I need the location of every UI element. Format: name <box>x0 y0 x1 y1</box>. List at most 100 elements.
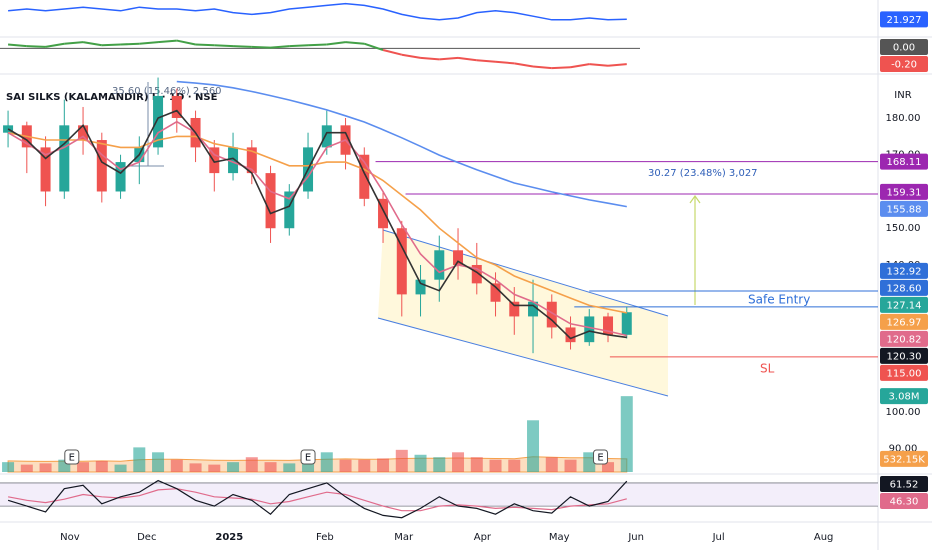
x-tick-label: Mar <box>394 532 414 543</box>
candle-body <box>359 154 370 199</box>
price-tag-label: 132.92 <box>887 266 922 277</box>
earnings-label: E <box>305 453 311 464</box>
price-tag-label: 120.82 <box>887 334 922 345</box>
volume-bar <box>358 459 371 472</box>
volume-bar <box>452 452 465 472</box>
channel-line <box>377 317 669 397</box>
x-tick-label: 2025 <box>215 532 243 543</box>
oscillator-segment <box>139 41 159 45</box>
earnings-marker <box>64 449 80 465</box>
price-tag-label: 0.00 <box>893 43 915 54</box>
price-tag-label: 532.15K <box>883 454 925 465</box>
volume-bar <box>470 457 483 472</box>
oscillator-segment <box>326 41 346 46</box>
volume-bar <box>39 463 52 472</box>
candle-body <box>96 140 107 192</box>
volume-bar <box>414 454 427 472</box>
x-tick-label: Apr <box>474 532 492 543</box>
price-tag <box>880 330 928 347</box>
price-tag-label: 155.88 <box>887 204 922 215</box>
volume-bar <box>133 447 146 472</box>
price-tag <box>880 388 928 405</box>
price-tag <box>880 153 928 170</box>
candle-body <box>153 95 164 148</box>
earnings-label: E <box>69 453 75 464</box>
oscillator-segment <box>251 45 271 49</box>
candle-body <box>453 250 464 265</box>
price-tag-label: 61.52 <box>890 480 919 491</box>
volume-bar <box>320 452 333 472</box>
price-tag <box>880 11 928 28</box>
volume-bar <box>2 462 15 472</box>
volume-bar <box>77 462 90 472</box>
moving-average <box>176 80 627 208</box>
oscillator-segment <box>457 56 477 62</box>
volume-bar <box>545 457 558 472</box>
volume-bar <box>583 452 596 472</box>
x-tick-label: Jun <box>627 532 644 543</box>
channel-fill <box>378 230 668 396</box>
x-tick-label: Dec <box>137 532 156 543</box>
channel-line <box>382 229 669 317</box>
price-tag <box>880 279 928 296</box>
candle-body <box>265 173 276 229</box>
price-tag <box>880 183 928 200</box>
volume-bar <box>189 463 202 472</box>
oscillator-segment <box>439 56 459 61</box>
price-tag <box>880 313 928 330</box>
volume-bar <box>377 458 390 472</box>
oscillator-segment <box>270 45 290 49</box>
volume-bar <box>602 462 615 472</box>
volume-bar <box>564 459 577 472</box>
volume-bar <box>264 462 277 472</box>
volume-bar <box>508 459 521 472</box>
measure-label: 35.60 (15.46%) 2,560 <box>112 86 222 97</box>
candle-body <box>603 316 614 335</box>
oscillator-segment <box>607 63 627 67</box>
price-tag-label: 21.927 <box>887 15 922 26</box>
volume-bar <box>152 452 165 472</box>
oscillator-segment <box>26 45 46 48</box>
candle-body <box>59 125 70 192</box>
price-tag-label: 127.14 <box>887 300 922 311</box>
oscillator-segment <box>570 63 590 69</box>
candle-body <box>284 191 295 229</box>
oscillator-segment <box>420 56 440 61</box>
earnings-label: E <box>597 453 603 464</box>
oscillator-segment <box>514 62 534 68</box>
candle-body <box>321 125 332 148</box>
price-tag-label: 115.00 <box>887 368 922 379</box>
price-tag-label: 128.60 <box>887 283 922 294</box>
oscillator-segment <box>64 41 84 45</box>
moving-average <box>7 120 627 337</box>
candle-body <box>528 301 539 317</box>
price-tag-label: -0.20 <box>891 60 917 71</box>
candle-body <box>115 162 126 192</box>
price-tag-label: 46.30 <box>890 497 919 508</box>
price-tag <box>880 262 928 279</box>
volume-bar <box>620 396 633 472</box>
candle-body <box>40 147 51 192</box>
volume-bar <box>339 459 352 472</box>
price-tag <box>880 56 928 72</box>
rsi-line <box>7 479 628 519</box>
annotation: SL <box>760 362 775 376</box>
oscillator-segment <box>101 43 121 47</box>
y-tick-label: 90.00 <box>889 444 918 455</box>
candle-body <box>228 147 239 174</box>
oscillator-segment <box>176 39 196 46</box>
measure-arrowhead <box>689 194 701 204</box>
volume-bar <box>489 459 502 472</box>
rsi-band <box>0 482 878 507</box>
earnings-marker <box>593 449 609 465</box>
indicator-line <box>8 2 627 21</box>
candle-body <box>490 283 501 302</box>
volume-bar <box>95 460 108 472</box>
candle-body <box>396 228 407 295</box>
y-tick-label: 180.00 <box>886 113 921 124</box>
x-tick-label: Aug <box>814 532 834 543</box>
price-tag <box>880 493 928 509</box>
price-tag-label: 120.30 <box>887 351 922 362</box>
candle-body <box>3 125 14 133</box>
x-tick-label: Feb <box>316 532 334 543</box>
